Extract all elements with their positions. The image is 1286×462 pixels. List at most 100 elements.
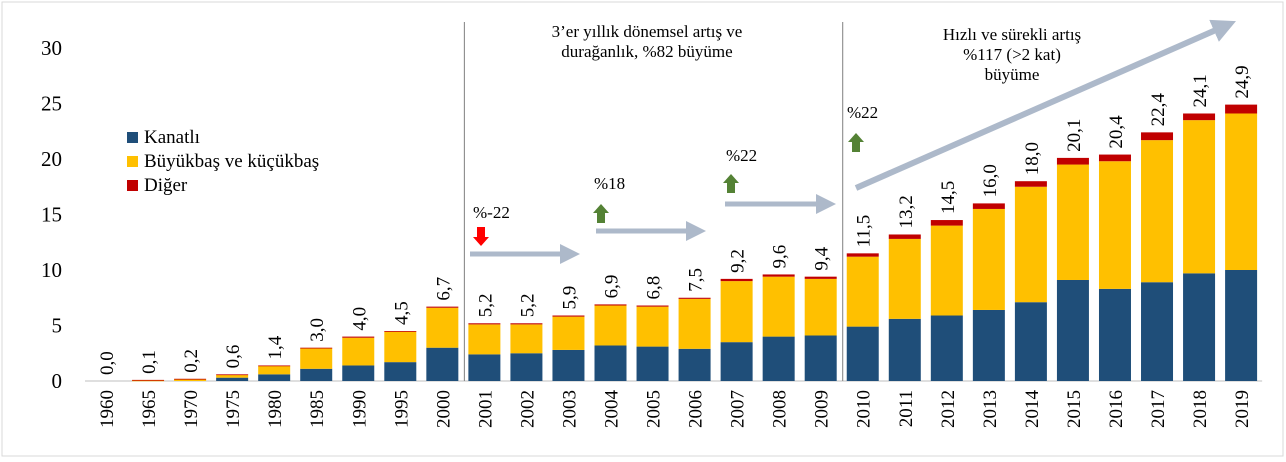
up-arrow-icon <box>723 174 739 193</box>
x-tick-label: 2015 <box>1064 390 1085 428</box>
x-tick-label: 1975 <box>223 390 244 428</box>
x-tick-label: 2012 <box>938 390 959 428</box>
bar-segment <box>594 304 627 306</box>
x-tick-label: 2009 <box>812 390 833 428</box>
bar-segment <box>426 306 459 308</box>
total-label: 5,9 <box>559 286 580 310</box>
bar-segment <box>804 278 837 336</box>
bar-segment <box>1141 282 1174 381</box>
bar-segment <box>1098 161 1131 289</box>
x-tick-label: 2011 <box>896 390 917 427</box>
up-arrow-icon <box>593 204 609 223</box>
percent-annotation: %22 <box>847 103 878 122</box>
y-tick-label: 0 <box>52 369 63 393</box>
bar-segment <box>678 298 711 349</box>
x-tick-label: 2006 <box>686 390 707 428</box>
total-label: 9,2 <box>728 249 749 273</box>
bar-segment <box>1098 288 1131 381</box>
bar-segment <box>258 365 291 367</box>
x-tick-label: 1960 <box>97 390 118 428</box>
x-tick-label: 1980 <box>265 390 286 428</box>
x-tick-label: 2007 <box>728 390 749 428</box>
bar-segment <box>1225 104 1258 114</box>
bar-segment <box>300 368 333 381</box>
total-label: 6,7 <box>433 277 454 301</box>
bar-segment <box>846 256 879 327</box>
bar-segment <box>1183 113 1216 121</box>
legend: Kanatlı Büyükbaş ve küçükbaş Diğer <box>127 127 319 196</box>
bar-segment <box>468 354 501 381</box>
x-tick-label: 2010 <box>854 390 875 428</box>
total-label: 3,0 <box>307 318 328 342</box>
y-tick-label: 20 <box>41 147 62 171</box>
x-tick-label: 2004 <box>602 390 623 429</box>
bar-segment <box>342 336 375 338</box>
total-label: 5,2 <box>517 294 538 318</box>
bar-segment <box>678 297 711 299</box>
bar-segment <box>720 278 753 282</box>
bar-segment <box>804 276 837 279</box>
bar-segment <box>1183 273 1216 381</box>
total-label: 4,0 <box>349 307 370 331</box>
bar-segment <box>426 307 459 348</box>
total-label: 22,4 <box>1148 93 1169 127</box>
legend-swatch <box>127 180 138 191</box>
y-tick-label: 25 <box>41 92 62 116</box>
percent-annotation: %18 <box>594 174 625 193</box>
bar-segment <box>678 348 711 381</box>
bar-segment <box>468 324 501 355</box>
bar-segment <box>216 377 249 381</box>
legend-label: Diğer <box>144 175 188 196</box>
y-tick-label: 15 <box>41 203 62 227</box>
annotations: 3’er yıllık dönemsel artış vedurağanlık,… <box>470 19 1236 264</box>
x-tick-label: 1995 <box>391 390 412 428</box>
y-tick-label: 10 <box>41 258 62 282</box>
bar-segment <box>258 366 291 375</box>
x-tick-label: 2003 <box>559 390 580 428</box>
bar-segment <box>1056 279 1089 381</box>
bar-segment <box>552 349 585 381</box>
bar-segment <box>384 331 417 332</box>
bar-segment <box>930 225 963 316</box>
bar-segment <box>258 374 291 381</box>
total-label: 0,0 <box>97 351 118 375</box>
bar-segment <box>1183 120 1216 274</box>
bar-segment <box>636 306 669 347</box>
bar-segment <box>342 337 375 366</box>
bar-segment <box>174 378 207 380</box>
bar-segment <box>300 347 333 349</box>
bar-segment <box>930 315 963 381</box>
x-tick-label: 2018 <box>1190 390 1211 428</box>
x-tick-label: 2002 <box>517 390 538 428</box>
bar-segment <box>216 374 249 378</box>
bar-segment <box>720 342 753 381</box>
down-arrow-icon <box>473 227 489 246</box>
bar-segment <box>1141 132 1174 141</box>
bar-segment <box>846 253 879 257</box>
bar-segment <box>1225 270 1258 381</box>
bar-segment <box>510 323 543 325</box>
x-tick-label: 2019 <box>1232 390 1253 428</box>
period-title: %117 (>2 kat) <box>963 45 1061 64</box>
bar-segment <box>1014 181 1047 187</box>
total-label: 24,1 <box>1190 74 1211 107</box>
x-tick-label: 2005 <box>644 390 665 428</box>
x-tick-label: 2014 <box>1022 390 1043 429</box>
bar-segment <box>132 380 165 382</box>
bar-segment <box>804 335 837 381</box>
growth-arrow <box>854 19 1236 191</box>
percent-annotation: %-22 <box>473 203 510 222</box>
bar-segment <box>552 315 585 317</box>
x-tick-label: 2008 <box>770 390 791 428</box>
bar-segment <box>972 208 1005 310</box>
bar-segment <box>1014 302 1047 381</box>
bar-segment <box>132 379 165 381</box>
total-label: 20,1 <box>1064 119 1085 152</box>
x-tick-label: 1965 <box>139 390 160 428</box>
bar-segment <box>510 324 543 354</box>
percent-annotation: %22 <box>726 146 757 165</box>
total-label: 13,2 <box>896 195 917 228</box>
bar-segment <box>594 345 627 381</box>
bar-segment <box>300 348 333 369</box>
